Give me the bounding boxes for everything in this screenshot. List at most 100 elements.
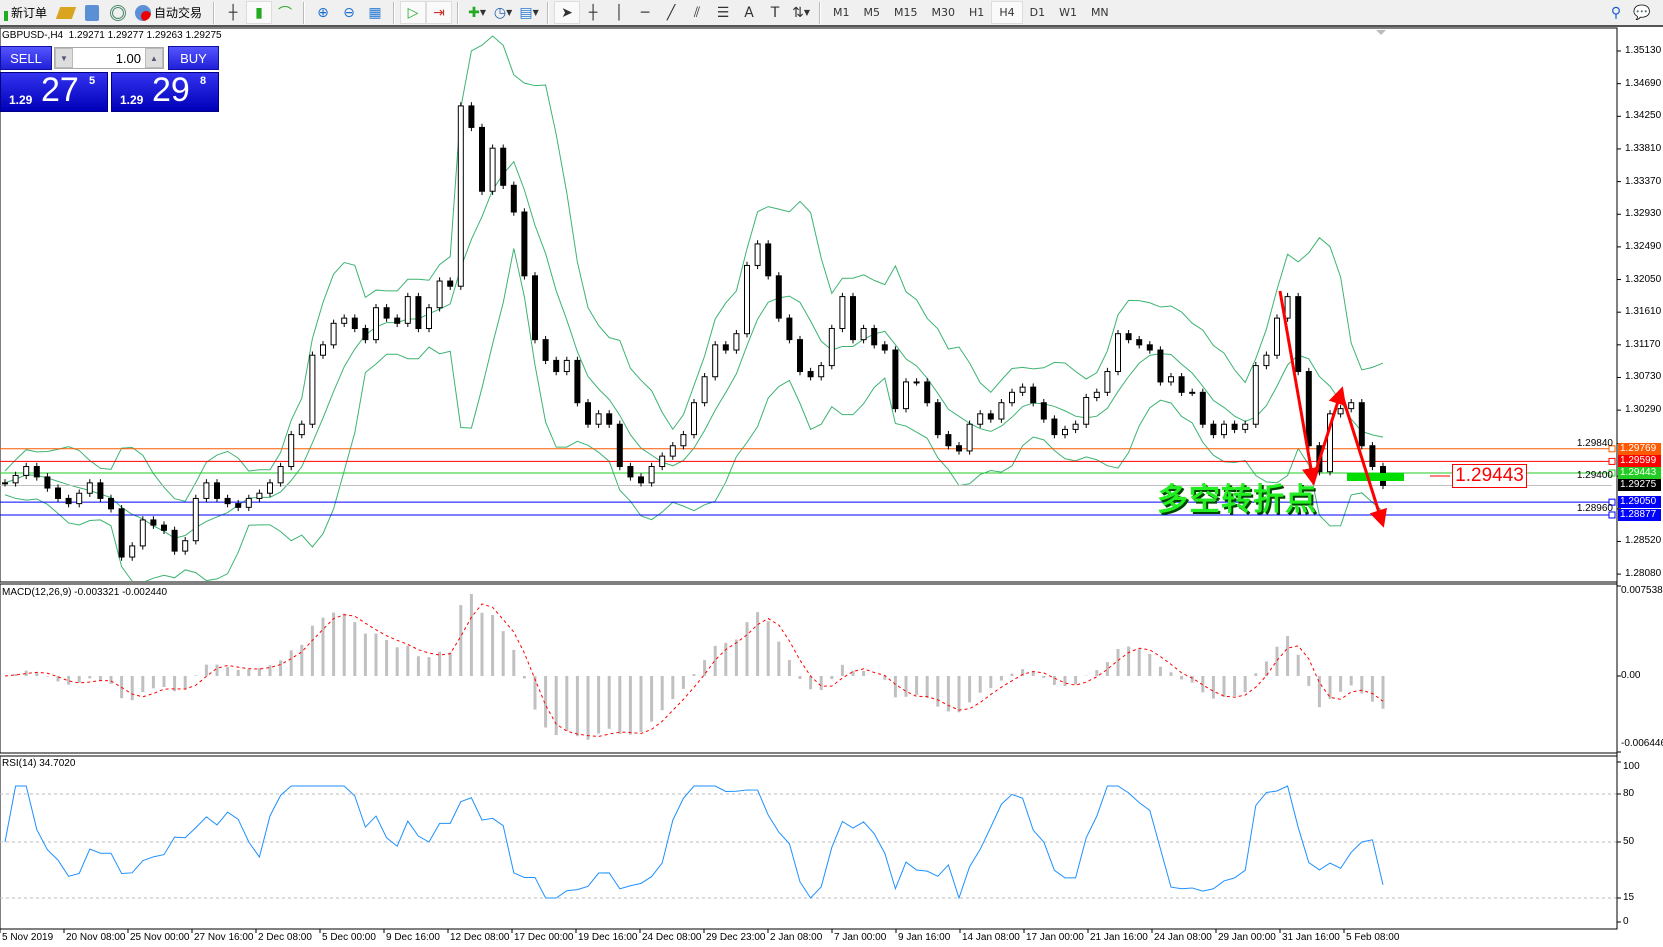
auto-trading-button[interactable]: 自动交易: [131, 1, 206, 24]
text-tool[interactable]: A: [736, 1, 762, 24]
trendline-tool[interactable]: ╱: [658, 1, 684, 24]
candle-body: [1125, 333, 1132, 341]
time-tick-label: 9 Jan 16:00: [898, 932, 951, 943]
candle: [892, 346, 899, 413]
timeframe-m5[interactable]: M5: [863, 6, 881, 19]
candle-body: [977, 413, 984, 425]
bar-chart-button[interactable]: ┼: [220, 1, 246, 24]
auto-scroll-icon: ▷: [407, 4, 419, 21]
bid-price-button[interactable]: 1.29 27 5: [0, 71, 108, 112]
tile-windows-button[interactable]: ▦: [362, 1, 388, 24]
candle: [680, 430, 687, 450]
timeframe-h4[interactable]: H4: [991, 1, 1023, 24]
candle: [998, 398, 1005, 423]
time-tick-label: 20 Nov 08:00: [66, 932, 126, 943]
timeframe-w1[interactable]: W1: [1059, 6, 1077, 19]
candle-body: [1083, 397, 1090, 425]
candle-body: [786, 317, 793, 341]
chart-shift-button[interactable]: ⇥: [426, 1, 453, 24]
candle: [1157, 346, 1164, 386]
lot-size-value[interactable]: 1.00: [115, 50, 141, 66]
candle: [1305, 367, 1312, 450]
toolbar-divider: [303, 1, 306, 24]
chat-button[interactable]: 💬: [1629, 1, 1655, 24]
candle: [1136, 335, 1143, 349]
terminal-button[interactable]: [79, 1, 105, 24]
candle: [934, 398, 941, 439]
buy-button[interactable]: BUY: [168, 46, 219, 70]
candle: [330, 319, 337, 349]
signals-button[interactable]: [105, 1, 131, 24]
lot-decrease-button[interactable]: ▼: [55, 48, 73, 68]
candle-body: [65, 497, 72, 505]
line-chart-button[interactable]: ⌒: [272, 1, 298, 24]
candle-body: [320, 344, 326, 356]
fibonacci-icon: ☰: [716, 4, 730, 21]
candle: [1284, 292, 1291, 322]
horizontal-line-tool[interactable]: ─: [632, 1, 658, 24]
trend-arrow: [1339, 391, 1387, 528]
crosshair-tool[interactable]: ┼: [580, 1, 606, 24]
bid-pips: 27: [41, 71, 79, 109]
search-icon: ⚲: [1610, 4, 1622, 21]
candle: [638, 473, 644, 487]
vertical-line-tool[interactable]: │: [606, 1, 632, 24]
reversal-point-annotation[interactable]: 多空转折点: [1157, 482, 1317, 518]
indicators-button[interactable]: ✚ ▼: [464, 1, 490, 24]
price-tick-label: 1.34250: [1625, 110, 1662, 122]
candle-body: [76, 492, 83, 505]
timeframe-d1[interactable]: D1: [1029, 6, 1046, 19]
zoom-out-button[interactable]: ⊖: [336, 1, 362, 24]
rsi-tick-label: 15: [1623, 892, 1635, 903]
timeframe-m30[interactable]: M30: [931, 6, 956, 19]
toolbar-divider: [547, 1, 550, 24]
candle: [871, 324, 878, 349]
ask-price-button[interactable]: 1.29 29 8: [111, 71, 219, 112]
candle: [563, 356, 570, 376]
line-chart-icon: ⌒: [278, 5, 293, 22]
candle: [691, 398, 697, 439]
candle-body: [638, 476, 644, 484]
candle: [1115, 329, 1121, 376]
text-label-tool[interactable]: T: [762, 1, 788, 24]
arrows-tool[interactable]: ⇅ ▼: [788, 1, 814, 24]
candle-body: [277, 466, 284, 484]
timeframe-m1[interactable]: M1: [833, 6, 850, 19]
price-tick-label: 1.32490: [1625, 240, 1662, 252]
candle: [1358, 398, 1365, 450]
candle-body: [680, 434, 687, 447]
new-order-icon: [4, 10, 8, 21]
sell-button[interactable]: SELL: [0, 46, 52, 70]
candle: [468, 102, 475, 132]
auto-scroll-button[interactable]: ▷: [400, 1, 427, 24]
timeframe-group: M1 M5 M15 M30 H1 H4 D1 W1 MN: [826, 1, 1116, 24]
candle-body: [797, 339, 803, 373]
candle-body: [479, 126, 485, 192]
lot-size-input[interactable]: ▼ 1.00 ▲: [54, 47, 164, 69]
search-button[interactable]: ⚲: [1603, 1, 1629, 24]
cursor-tool[interactable]: ➤: [554, 1, 581, 24]
periods-button[interactable]: ◷ ▼: [490, 1, 516, 24]
price-callout-label[interactable]: 1.29443: [1452, 464, 1527, 488]
time-tick-label: 19 Dec 16:00: [578, 932, 638, 943]
timeframe-mn[interactable]: MN: [1090, 6, 1109, 19]
candle-body: [881, 344, 888, 351]
candle-body: [1072, 423, 1079, 430]
new-order-button[interactable]: 新订单: [0, 1, 51, 24]
templates-button[interactable]: ▤ ▼: [516, 1, 542, 24]
candle: [532, 272, 538, 344]
candle-body: [129, 545, 136, 558]
timeframe-h1[interactable]: H1: [969, 6, 985, 19]
fibonacci-tool[interactable]: ☰: [710, 1, 736, 24]
equidistant-channel-tool[interactable]: ⫽: [684, 1, 710, 24]
candlestick-chart-button[interactable]: ▮: [246, 1, 273, 24]
candle: [33, 462, 40, 481]
candle-body: [139, 519, 146, 547]
zoom-in-button[interactable]: ⊕: [310, 1, 336, 24]
candle: [182, 537, 189, 555]
lot-increase-button[interactable]: ▲: [145, 48, 163, 68]
time-tick-label: 2 Dec 08:00: [258, 932, 312, 943]
candle: [309, 351, 316, 428]
timeframe-m15[interactable]: M15: [894, 6, 918, 19]
